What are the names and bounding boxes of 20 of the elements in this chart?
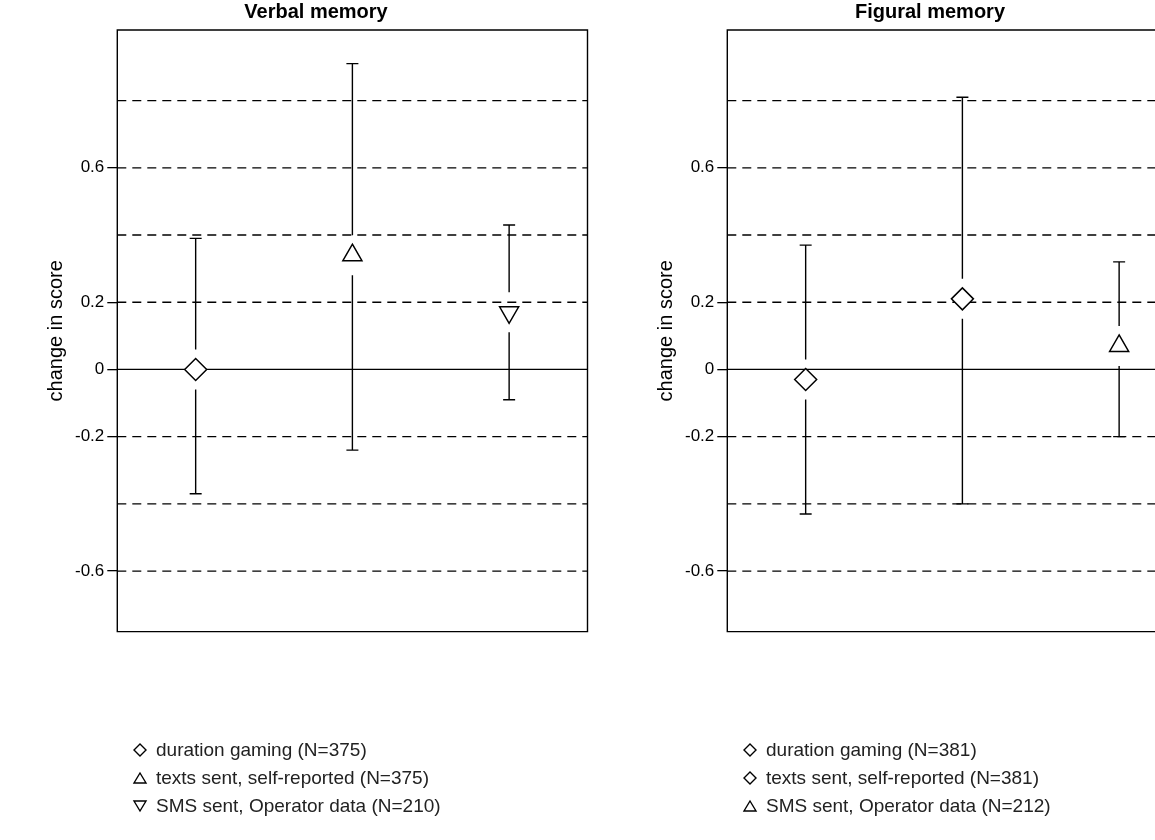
legend-label: SMS sent, Operator data (N=210): [156, 795, 441, 817]
y-tick-label: -0.6: [685, 560, 715, 580]
legend-label: duration gaming (N=381): [766, 739, 977, 761]
y-tick-label: -0.6: [75, 560, 105, 580]
y-axis-title: change in score: [43, 260, 66, 402]
legend-label: texts sent, self-reported (N=375): [156, 767, 429, 789]
y-tick-label: -0.2: [685, 426, 715, 446]
y-tick-label: 0: [94, 359, 105, 379]
legend-label: texts sent, self-reported (N=381): [766, 767, 1039, 789]
y-tick-label: 0.2: [690, 291, 715, 311]
y-tick-label: 0: [704, 359, 715, 379]
y-tick-label: 0.6: [690, 157, 715, 177]
y-tick-label: -0.2: [75, 426, 105, 446]
y-axis-title: change in score: [653, 260, 676, 402]
legend-label: duration gaming (N=375): [156, 739, 367, 761]
y-tick-label: 0.2: [80, 291, 105, 311]
legend-label: SMS sent, Operator data (N=212): [766, 795, 1051, 817]
y-tick-label: 0.6: [80, 157, 105, 177]
chart-title: Figural memory: [854, 0, 1006, 22]
chart-title: Verbal memory: [244, 0, 389, 22]
